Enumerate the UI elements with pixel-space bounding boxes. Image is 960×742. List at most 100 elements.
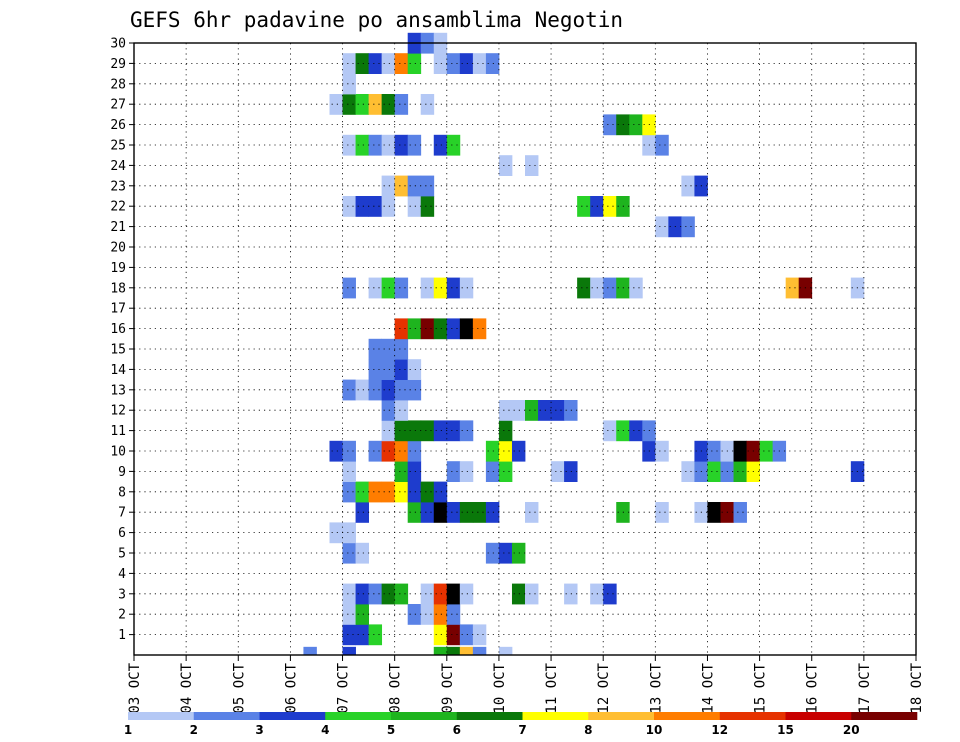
heatmap-cell	[420, 481, 435, 503]
y-tick-label: 14	[110, 363, 126, 378]
heatmap-cell	[342, 542, 356, 564]
heatmap-cell	[446, 604, 461, 625]
heatmap-cell	[329, 440, 343, 462]
heatmap-cell	[511, 583, 526, 605]
heatmap-cell	[485, 502, 500, 523]
heatmap-cell	[394, 277, 409, 299]
heatmap-cell	[381, 94, 396, 115]
x-tick-label: 16 OCT	[805, 662, 821, 713]
heatmap-cell	[433, 481, 448, 503]
heatmap-cell	[459, 624, 474, 646]
heatmap-cell	[368, 379, 383, 401]
heatmap-cell	[407, 461, 422, 482]
heatmap-cell	[433, 624, 448, 646]
heatmap-cell	[394, 175, 409, 197]
y-tick-label: 1	[118, 628, 126, 643]
heatmap-cell	[525, 400, 539, 421]
x-tick-label: 13 OCT	[648, 662, 664, 713]
heatmap-cell	[355, 502, 369, 523]
x-tick-label: 10 OCT	[492, 662, 508, 713]
heatmap-cell	[446, 134, 461, 156]
y-tick-label: 23	[110, 179, 126, 194]
heatmap-cell	[485, 53, 500, 74]
heatmap-cell	[459, 583, 474, 605]
x-tick-label: 06 OCT	[283, 662, 299, 713]
heatmap-cell	[446, 318, 461, 340]
heatmap-cell	[511, 400, 526, 421]
heatmap-cell	[368, 624, 383, 646]
heatmap-cell	[472, 646, 487, 656]
heatmap-cell	[381, 481, 396, 503]
heatmap-cell	[420, 420, 435, 442]
heatmap-cell	[420, 604, 435, 625]
y-tick-label: 4	[118, 567, 126, 582]
y-tick-label: 5	[118, 547, 126, 562]
x-tick-label: 09 OCT	[440, 662, 456, 713]
colorbar-label: 8	[584, 723, 592, 737]
y-tick-label: 22	[110, 200, 126, 215]
x-tick-label: 15 OCT	[753, 662, 769, 713]
heatmap-cell	[368, 359, 383, 380]
heatmap-cell	[381, 338, 396, 360]
heatmap-cell	[498, 461, 513, 482]
heatmap-cell	[342, 196, 356, 217]
heatmap-cell	[394, 94, 409, 115]
heatmap-cell	[381, 277, 396, 299]
heatmap-cell	[355, 53, 369, 74]
heatmap-cell	[355, 583, 369, 605]
y-tick-label: 18	[110, 281, 126, 296]
heatmap-cell	[485, 542, 500, 564]
heatmap-cell	[733, 461, 747, 482]
x-tick-label: 17 OCT	[857, 662, 873, 713]
heatmap-cell	[707, 461, 721, 482]
colorbar-label: 15	[777, 723, 794, 737]
heatmap-cell	[433, 53, 448, 74]
heatmap-cell	[498, 440, 513, 462]
colorbar-swatch	[193, 712, 260, 720]
y-tick-label: 11	[110, 424, 126, 439]
heatmap-cell	[342, 277, 356, 299]
heatmap-cell	[629, 114, 643, 136]
heatmap-cell	[433, 318, 448, 340]
heatmap-cell	[368, 277, 383, 299]
heatmap-cell	[368, 53, 383, 74]
heatmap-cell	[407, 440, 422, 462]
heatmap-cell	[577, 277, 591, 299]
x-tick-label: 08 OCT	[388, 662, 404, 713]
heatmap-cell	[459, 277, 474, 299]
y-tick-label: 29	[110, 57, 126, 72]
heatmap-cell	[368, 338, 383, 360]
heatmap-cell	[707, 440, 721, 462]
heatmap-cell	[446, 624, 461, 646]
heatmap-cell	[394, 440, 409, 462]
heatmap-cell	[420, 196, 435, 217]
colorbar-swatch	[522, 712, 589, 720]
heatmap-cell	[446, 277, 461, 299]
heatmap-cell	[407, 175, 422, 197]
colorbar-swatch	[391, 712, 458, 720]
heatmap-cell	[342, 461, 356, 482]
colorbar-swatch	[128, 712, 195, 720]
heatmap-cell	[342, 604, 356, 625]
heatmap-cell	[681, 461, 695, 482]
y-tick-label: 6	[118, 526, 126, 541]
heatmap-cell	[420, 277, 435, 299]
heatmap-cell	[407, 53, 422, 74]
heatmap-cell	[355, 481, 369, 503]
heatmap-cell	[394, 318, 409, 340]
heatmap-cell	[551, 400, 565, 421]
heatmap-cell	[355, 134, 369, 156]
heatmap-cell	[303, 646, 317, 656]
heatmap-cell	[394, 400, 409, 421]
y-tick-label: 17	[110, 302, 126, 317]
heatmap-cell	[329, 94, 343, 115]
heatmap-cell	[511, 542, 526, 564]
heatmap-cell	[394, 379, 409, 401]
heatmap-cell	[733, 502, 747, 523]
heatmap-cell	[551, 461, 565, 482]
y-tick-label: 30	[110, 37, 126, 52]
heatmap-cell	[603, 114, 617, 136]
y-tick-label: 12	[110, 404, 126, 419]
heatmap-cell	[459, 318, 474, 340]
heatmap-cell	[394, 134, 409, 156]
